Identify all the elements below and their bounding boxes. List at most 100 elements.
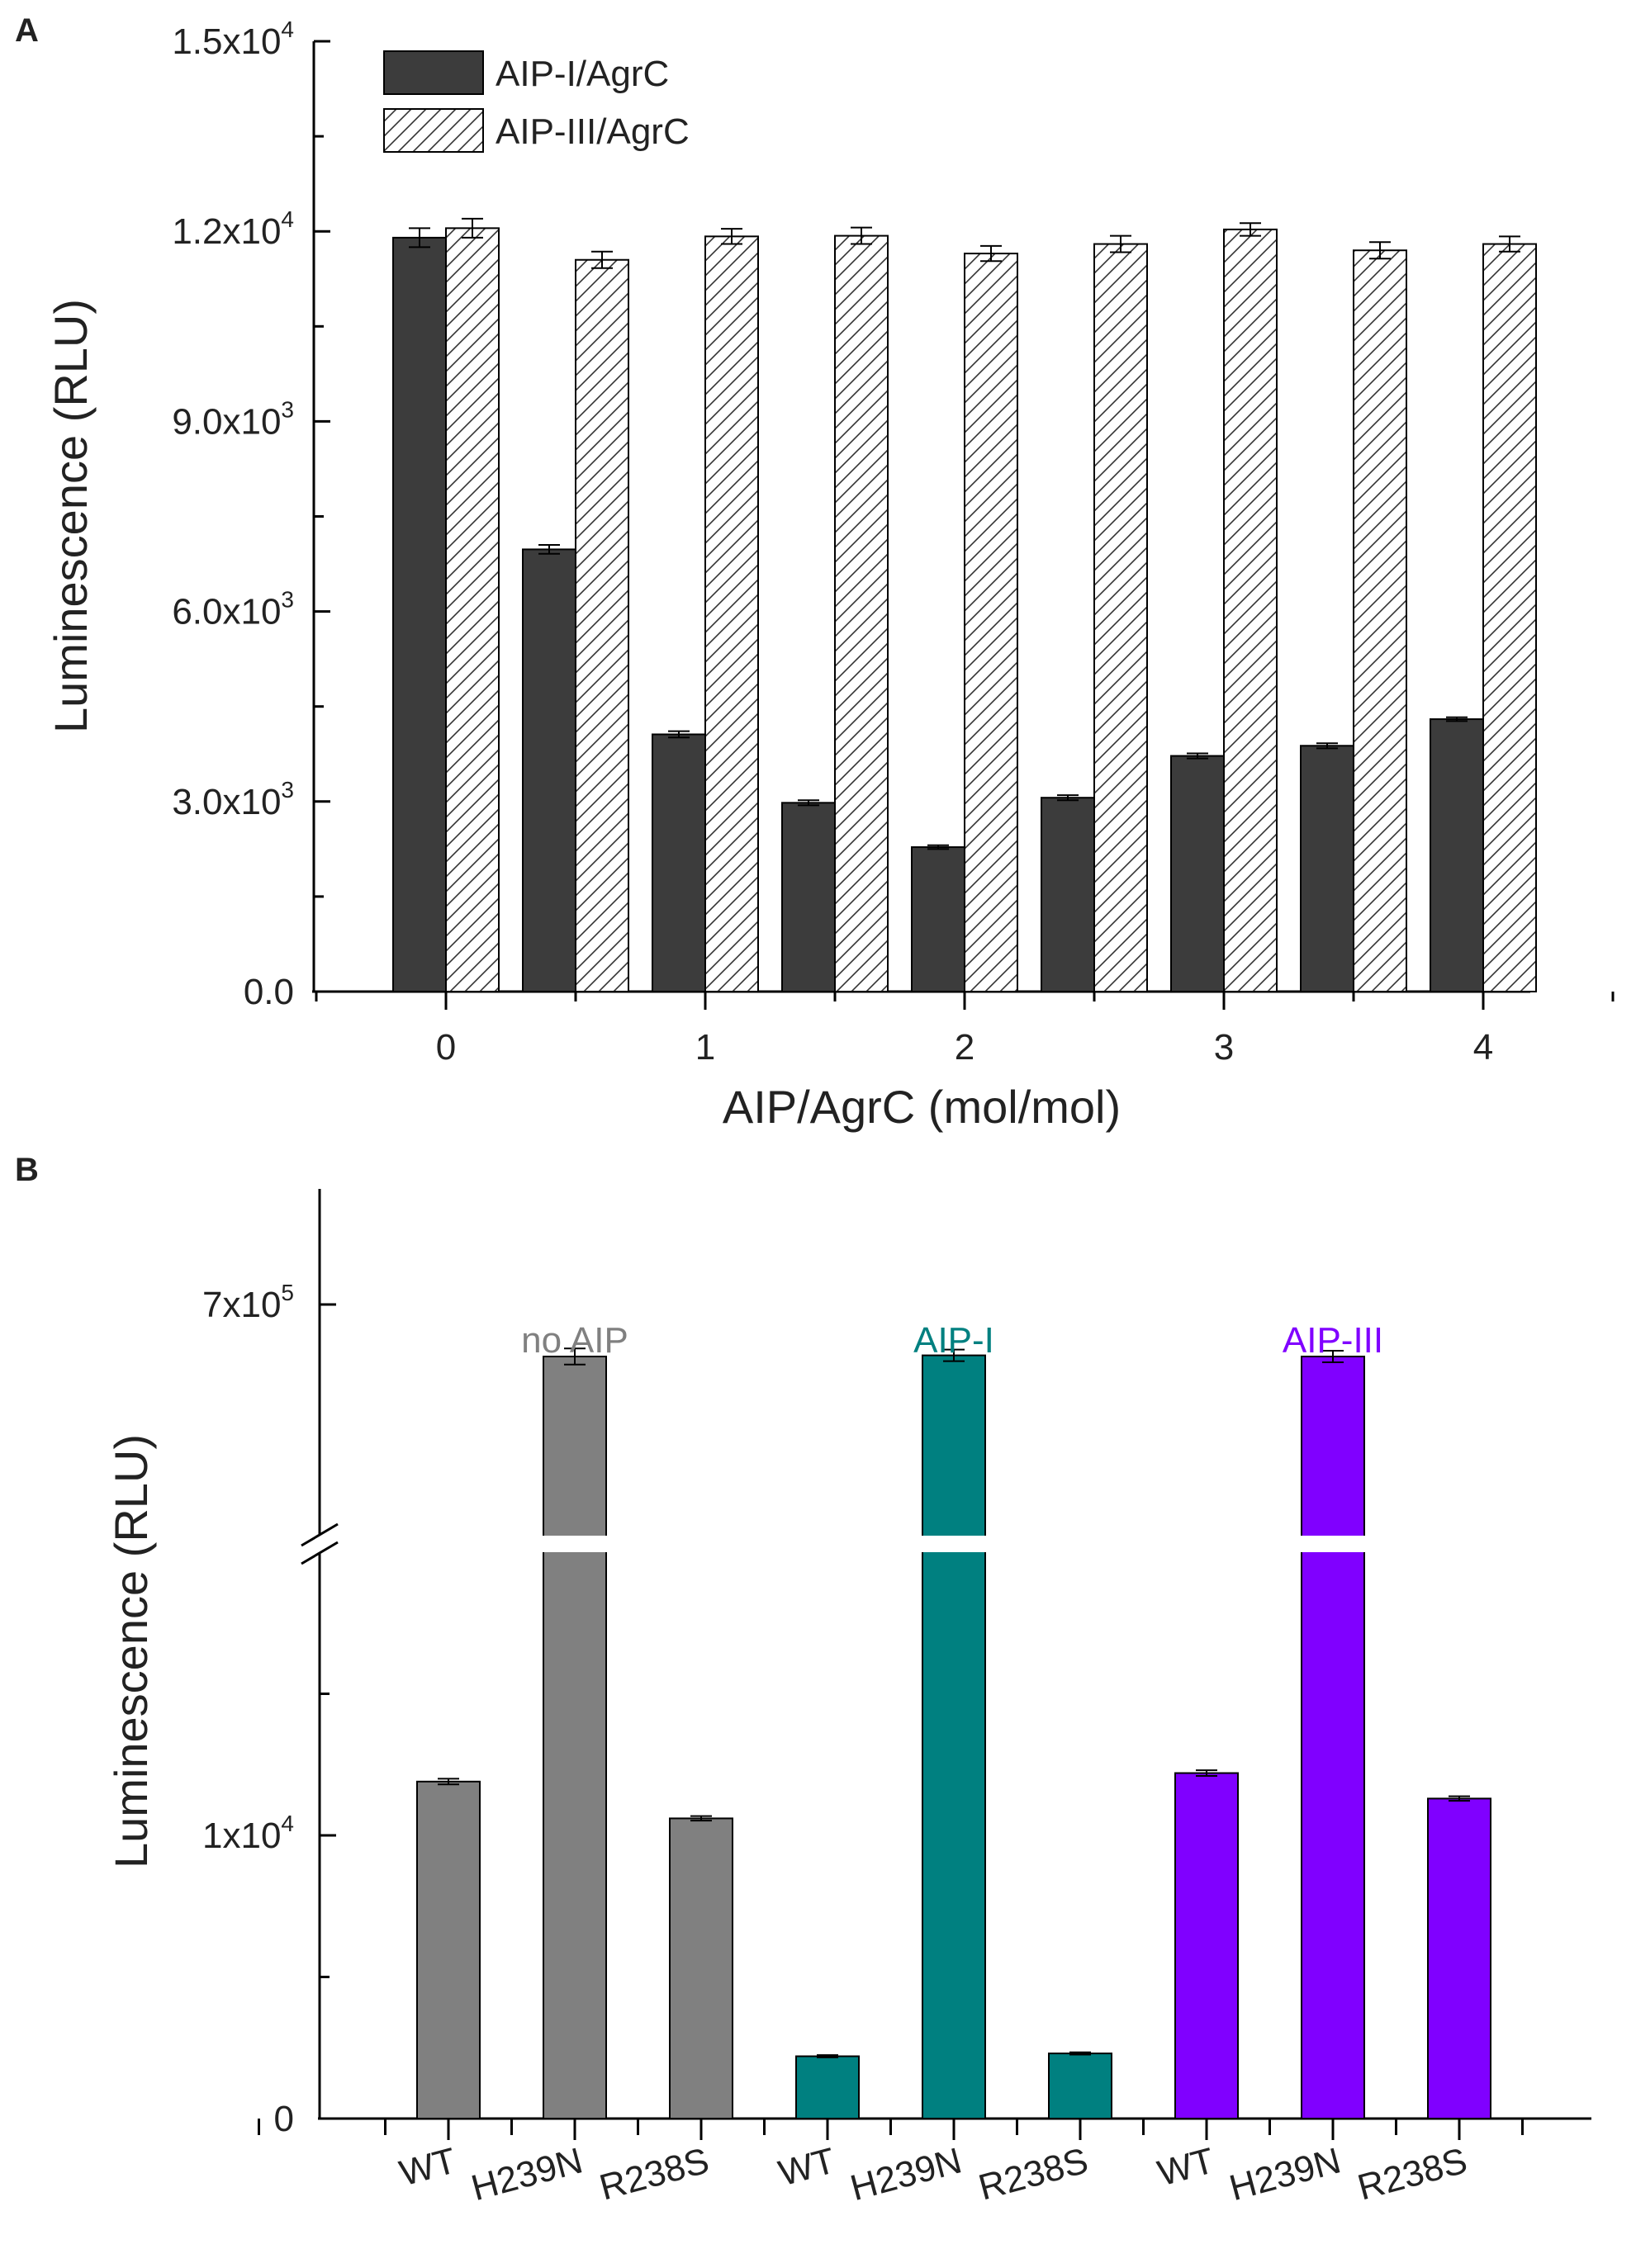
group-label: AIP-III	[1283, 1320, 1383, 1361]
x-tick-label: R238S	[595, 2140, 714, 2208]
x-tick-label: R238S	[1354, 2140, 1472, 2208]
error-bar	[980, 244, 1002, 263]
bar-aip-iii	[445, 227, 500, 992]
group-label: AIP-I	[913, 1320, 994, 1361]
bar	[543, 1356, 607, 2119]
bar-break-gap	[540, 1536, 609, 1552]
error-bar	[591, 250, 613, 269]
error-bar	[1240, 222, 1261, 237]
panel-b-y-ticks: 0 1x104 7x105	[202, 1280, 336, 2139]
legend-label-aip-i: AIP-I/AgrC	[496, 54, 669, 94]
y-tick-label: 3.0x103	[172, 777, 294, 822]
bar-aip-i	[392, 236, 447, 992]
bar	[795, 2055, 860, 2120]
bar	[1301, 1356, 1365, 2119]
panel-a-label: A	[15, 12, 39, 49]
y-tick-label: 7x105	[202, 1280, 294, 1325]
error-bar	[721, 228, 742, 245]
x-tick-label: H239N	[846, 2140, 966, 2209]
bar-aip-iii	[1353, 249, 1407, 993]
y-tick-label: 6.0x103	[172, 587, 294, 632]
x-tick-label: 1	[695, 1027, 715, 1068]
panel-a-x-ticks: 0 1 2 3 4	[315, 992, 1615, 1068]
error-bar	[1110, 234, 1131, 253]
legend-swatch-hatched	[383, 108, 484, 153]
x-tick-label: H239N	[467, 2140, 587, 2209]
x-tick-label: 4	[1473, 1027, 1493, 1068]
error-bar	[817, 2054, 838, 2058]
error-bar	[1316, 742, 1338, 750]
x-tick-label: 2	[955, 1027, 974, 1068]
bar	[416, 1780, 481, 2120]
axis-break-gap	[306, 1534, 334, 1554]
panel-b-group-labels: no AIP AIP-I AIP-III	[521, 1320, 1383, 1361]
y-tick-label: 9.0x103	[172, 396, 294, 442]
group-label: no AIP	[521, 1320, 628, 1361]
axis-break-mark-lower	[301, 1541, 339, 1565]
error-bar	[1369, 241, 1391, 260]
axis-break-mark-upper	[301, 1522, 339, 1547]
error-bar	[1322, 1350, 1344, 1363]
error-bar	[462, 217, 483, 239]
error-bar	[1069, 2051, 1091, 2056]
bar-break-gap	[1298, 1536, 1368, 1552]
error-bar	[668, 730, 690, 739]
y-tick-label: 0	[274, 2099, 294, 2139]
panel-b-x-ticks: WT H239N R238S WT H239N R238S WT H239N R238S	[258, 2119, 1524, 2209]
bar-aip-iii	[964, 253, 1018, 993]
bar-aip-iii	[1223, 228, 1278, 992]
bar-aip-i	[781, 802, 836, 992]
legend-swatch-solid	[383, 50, 484, 95]
panel-a-legend: AIP-I/AgrC AIP-III/AgrC	[383, 50, 690, 153]
x-tick-label: 3	[1214, 1027, 1234, 1068]
error-bar	[1446, 716, 1468, 722]
error-bar	[438, 1778, 459, 1786]
error-bar	[690, 1815, 712, 1822]
error-bar	[1499, 235, 1520, 253]
bar-aip-i	[1170, 755, 1225, 992]
panel-a-y-ticks: 0.0 3.0x103 6.0x103 9.0x103 1.2x104 1.5x104	[172, 17, 330, 1012]
x-tick-label: H239N	[1226, 2140, 1345, 2209]
error-bar	[927, 844, 949, 850]
x-tick-label: 0	[436, 1027, 456, 1068]
bar-aip-iii	[704, 235, 759, 992]
panel-b-bars	[416, 1347, 1491, 2120]
bar-aip-iii	[1093, 243, 1148, 992]
bar-aip-i	[652, 733, 706, 992]
panel-a: A 0.0 3.0x103 6.0x103 9.0x103 1.2x104 1.5x104…	[15, 12, 1615, 1133]
error-bar	[1449, 1795, 1470, 1802]
error-bar	[1057, 794, 1079, 802]
legend-label-aip-iii: AIP-III/AgrC	[496, 111, 690, 152]
bar	[922, 1354, 986, 2119]
panel-a-y-axis-title: Luminescence (RLU)	[45, 299, 97, 733]
bar	[1427, 1797, 1491, 2119]
x-tick-label: WT	[396, 2140, 461, 2194]
error-bar	[1196, 1769, 1217, 1777]
bar	[669, 1817, 733, 2119]
bar	[1048, 2053, 1112, 2120]
bar-aip-i	[522, 548, 576, 992]
bar-aip-iii	[575, 258, 629, 993]
panel-a-bars	[392, 217, 1537, 993]
error-bar	[851, 226, 872, 245]
bar-aip-i	[911, 846, 965, 992]
bar-aip-iii	[834, 234, 889, 992]
x-tick-label: WT	[775, 2140, 840, 2194]
bar	[1174, 1772, 1239, 2120]
y-tick-label: 1.5x104	[172, 17, 294, 62]
bar-aip-i	[1041, 797, 1095, 992]
x-tick-label: WT	[1154, 2140, 1219, 2194]
y-tick-label: 1.2x104	[172, 206, 294, 252]
error-bar	[538, 544, 560, 555]
error-bar	[564, 1347, 586, 1366]
panel-a-x-axis-title: AIP/AgrC (mol/mol)	[723, 1081, 1121, 1133]
error-bar	[943, 1348, 965, 1362]
error-bar	[409, 227, 430, 249]
error-bar	[798, 799, 819, 807]
bar-aip-i	[1300, 745, 1354, 992]
y-tick-label: 1x104	[202, 1811, 294, 1856]
x-tick-label: R238S	[974, 2140, 1093, 2208]
error-bar	[1187, 752, 1208, 760]
